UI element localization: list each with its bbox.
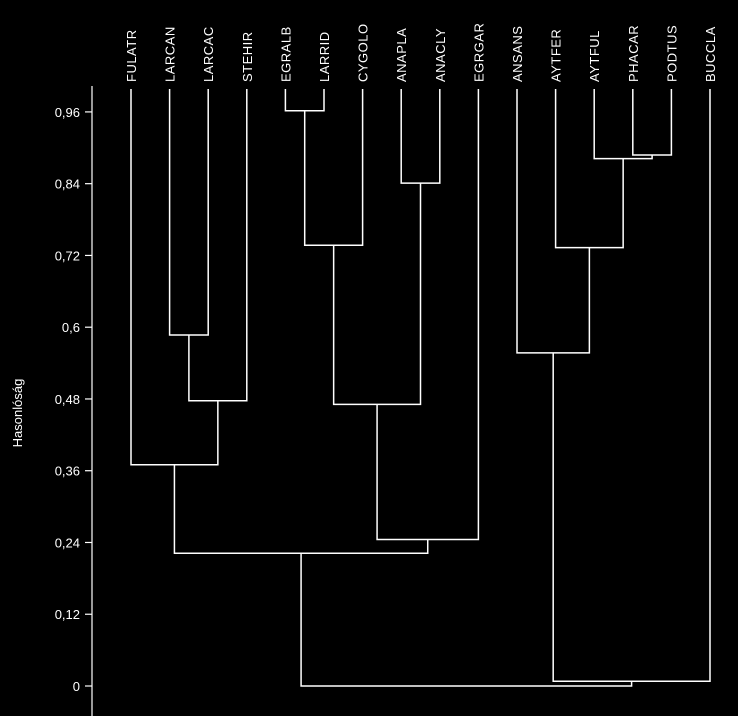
y-tick-label: 0,84 xyxy=(55,177,80,192)
merge-link-6 xyxy=(168,89,209,336)
y-tick-label: 0,6 xyxy=(62,320,80,335)
merge-link-8 xyxy=(188,89,248,402)
leaf-label-buccla: BUCCLA xyxy=(703,26,718,82)
leaf-label-aytful: AYTFUL xyxy=(587,30,602,82)
leaf-label-phacar: PHACAR xyxy=(626,25,641,82)
y-tick-label: 0,36 xyxy=(55,464,80,479)
merge-link-0 xyxy=(284,89,325,112)
y-tick-label: 0 xyxy=(73,679,80,694)
leaf-label-stehir: STEHIR xyxy=(240,31,255,82)
leaf-label-egrgar: EGRGAR xyxy=(471,23,486,82)
merge-link-13 xyxy=(552,89,711,682)
y-tick-label: 0,24 xyxy=(55,535,80,550)
y-tick-label: 0,48 xyxy=(55,392,80,407)
dendrogram-links xyxy=(130,89,711,687)
leaf-label-cygolo: CYGOLO xyxy=(356,23,371,82)
y-axis-label: Hasonlóság xyxy=(10,379,25,448)
leaf-label-larcac: LARCAC xyxy=(201,26,216,82)
merge-link-4 xyxy=(303,89,364,247)
merge-link-1 xyxy=(632,89,673,156)
merge-link-3 xyxy=(400,89,441,184)
leaf-label-podtus: PODTUS xyxy=(664,25,679,82)
leaf-label-egralb: EGRALB xyxy=(278,26,293,82)
merge-link-7 xyxy=(516,89,591,354)
leaf-label-fulatr: FULATR xyxy=(124,29,139,82)
merge-link-5 xyxy=(554,89,624,249)
y-axis-ticks: 0 0,12 0,24 0,36 0,48 0,6 0,72 0,84 0,96 xyxy=(55,105,92,694)
merge-link-11 xyxy=(376,89,480,541)
leaf-label-ansans: ANSANS xyxy=(510,26,525,82)
merge-link-9 xyxy=(332,183,422,406)
leaf-label-larrid: LARRID xyxy=(317,31,332,82)
merge-link-14 xyxy=(300,553,633,687)
leaf-label-anapla: ANAPLA xyxy=(394,28,409,82)
leaf-label-anacly: ANACLY xyxy=(433,28,448,82)
y-tick-label: 0,72 xyxy=(55,248,80,263)
leaf-label-aytfer: AYTFER xyxy=(549,29,564,82)
leaf-label-larcan: LARCAN xyxy=(163,26,178,82)
merge-link-2 xyxy=(593,89,653,160)
leaf-labels: FULATR LARCAN LARCAC STEHIR EGRALB LARRID CYGO… xyxy=(124,23,718,82)
merge-link-10 xyxy=(130,89,219,466)
y-tick-label: 0,96 xyxy=(55,105,80,120)
y-tick-label: 0,12 xyxy=(55,607,80,622)
